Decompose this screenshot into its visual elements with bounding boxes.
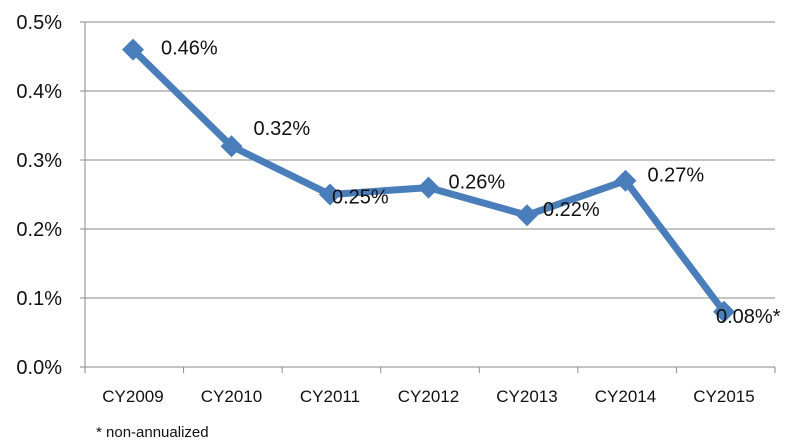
x-tick-label: CY2009 (102, 387, 163, 406)
data-point-marker (713, 300, 735, 323)
x-axis-ticks: CY2009 CY2010 CY2011 CY2012 CY2013 CY2014 CY20… (102, 387, 754, 406)
data-label: 0.22% (543, 199, 600, 221)
y-tick-label: 0.3% (16, 150, 62, 172)
data-labels: 0.46% 0.32% 0.25% 0.26% 0.22% 0.27% 0.08%* (161, 38, 781, 328)
data-point-marker (516, 204, 538, 227)
data-label: 0.08%* (716, 306, 781, 328)
data-label: 0.25% (332, 187, 389, 209)
y-tick-label: 0.4% (16, 81, 62, 103)
y-tick-label: 0.2% (16, 219, 62, 241)
x-tick-label: CY2011 (300, 387, 360, 406)
gridlines (85, 21, 775, 299)
x-tick-label: CY2015 (693, 387, 754, 406)
data-label: 0.32% (254, 118, 311, 140)
data-label: 0.46% (161, 38, 218, 60)
data-label: 0.26% (449, 172, 506, 194)
y-tick-label: 0.1% (16, 288, 62, 310)
data-point-marker (122, 38, 144, 61)
x-tick-label: CY2012 (398, 387, 459, 406)
y-axis-ticks: 0.0% 0.1% 0.2% 0.3% 0.4% 0.5% (16, 12, 62, 379)
x-tick-label: CY2013 (496, 387, 557, 406)
y-tick-label: 0.0% (16, 357, 62, 379)
y-tick-label: 0.5% (16, 12, 62, 34)
data-label: 0.27% (648, 165, 705, 187)
data-point-marker (319, 183, 341, 206)
x-tick-label: CY2014 (595, 387, 656, 406)
data-point-marker (220, 135, 243, 158)
x-tick-label: CY2010 (201, 387, 262, 406)
footnote: * non-annualized (96, 424, 209, 441)
axes (80, 21, 776, 373)
data-point-marker (614, 169, 637, 192)
data-point-marker (417, 176, 440, 199)
series-markers (122, 38, 735, 323)
